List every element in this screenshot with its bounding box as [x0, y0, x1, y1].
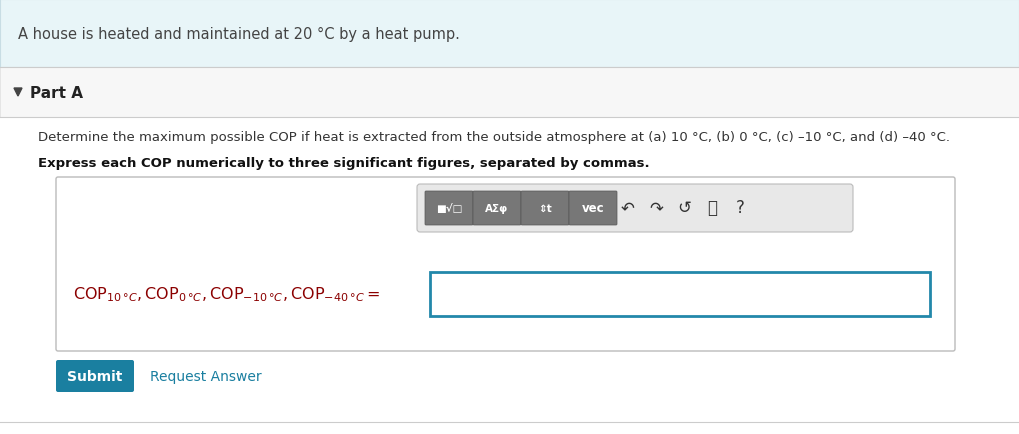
- Text: A house is heated and maintained at 20 °C by a heat pump.: A house is heated and maintained at 20 °…: [18, 26, 460, 41]
- FancyBboxPatch shape: [56, 360, 135, 392]
- FancyBboxPatch shape: [417, 184, 853, 233]
- Text: ↺: ↺: [677, 198, 691, 217]
- FancyBboxPatch shape: [430, 273, 930, 316]
- FancyBboxPatch shape: [56, 178, 955, 351]
- Text: AΣφ: AΣφ: [485, 204, 508, 214]
- Text: ⇕t: ⇕t: [538, 204, 552, 214]
- Text: Express each COP numerically to three significant figures, separated by commas.: Express each COP numerically to three si…: [38, 156, 650, 169]
- FancyBboxPatch shape: [0, 0, 1019, 68]
- Text: Request Answer: Request Answer: [150, 369, 262, 383]
- Text: Part A: Part A: [30, 85, 83, 100]
- Text: Determine the maximum possible COP if heat is extracted from the outside atmosph: Determine the maximum possible COP if he…: [38, 130, 950, 143]
- FancyBboxPatch shape: [0, 68, 1019, 118]
- Text: ■√□: ■√□: [436, 204, 463, 214]
- FancyBboxPatch shape: [473, 191, 521, 226]
- Text: ↷: ↷: [649, 198, 663, 217]
- Polygon shape: [14, 89, 22, 97]
- Text: ?: ?: [736, 198, 745, 217]
- FancyBboxPatch shape: [569, 191, 616, 226]
- Text: ⌸: ⌸: [707, 198, 717, 217]
- Text: Submit: Submit: [67, 369, 122, 383]
- FancyBboxPatch shape: [425, 191, 473, 226]
- Text: $\mathregular{COP}_{10\,°C},$$\mathregular{COP}_{0\,°C},$$\mathregular{COP}_{-10: $\mathregular{COP}_{10\,°C},$$\mathregul…: [73, 285, 380, 304]
- Text: vec: vec: [582, 202, 604, 215]
- FancyBboxPatch shape: [521, 191, 569, 226]
- Text: ↶: ↶: [621, 198, 635, 217]
